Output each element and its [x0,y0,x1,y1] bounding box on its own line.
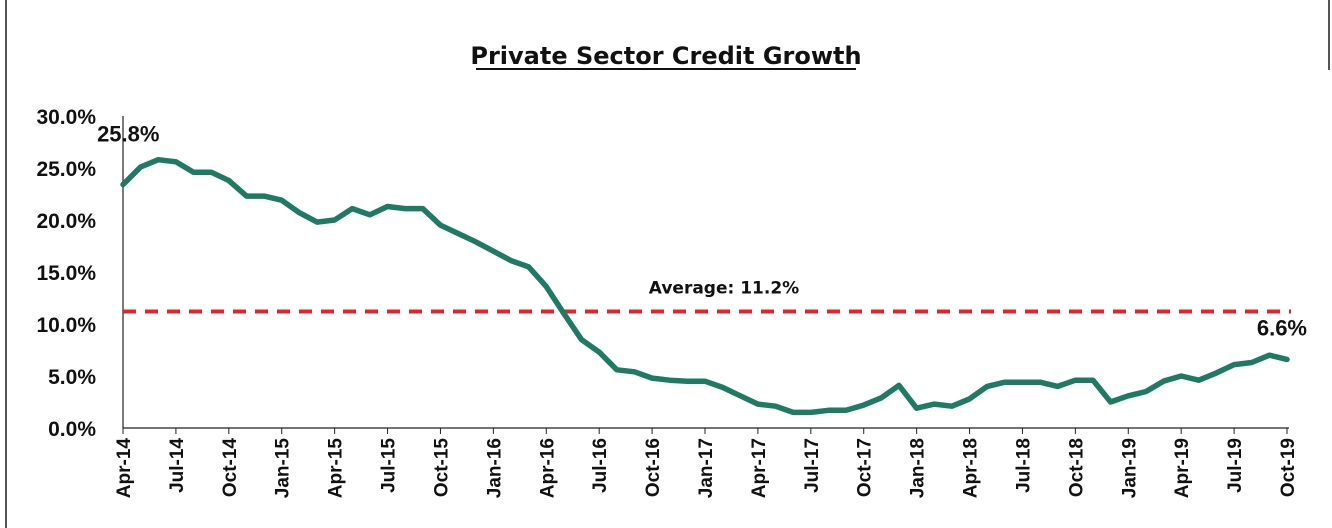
y-tick-label: 5.0% [48,366,96,389]
x-tick-label: Jul-18 [1013,438,1034,493]
frame-left-border [5,0,7,528]
x-tick-label: Oct-19 [1278,438,1299,497]
chart-title: Private Sector Credit Growth [470,42,861,70]
x-tick-label: Oct-14 [220,438,241,498]
x-tick-label: Jul-15 [379,438,400,493]
x-tick-label: Apr-16 [537,438,558,498]
series-line [120,156,1290,416]
average-line-group: Average: 11.2% [123,279,1291,314]
x-tick-label: Apr-17 [749,438,770,498]
x-tick-label: Apr-18 [961,438,982,498]
x-tick-label: Jul-19 [1225,438,1246,493]
y-tick-label: 25.0% [36,158,96,181]
x-tick-label: Jan-19 [1119,438,1140,498]
y-tick-label: 20.0% [36,210,96,233]
x-tick-label: Jan-16 [484,438,505,498]
x-tick-label: Oct-16 [643,438,664,497]
data-label: 6.6% [1257,315,1307,340]
x-tick-label: Jul-17 [802,438,823,493]
y-tick-label: 30.0% [36,106,96,129]
x-tick-label: Jan-18 [908,438,929,498]
x-tick-label: Apr-14 [114,438,135,499]
average-label: Average: 11.2% [649,279,799,299]
y-tick-label: 15.0% [36,262,96,285]
x-tick-label: Jul-14 [167,438,188,493]
frame-right-border [1328,0,1330,70]
x-tick-label: Jan-15 [273,438,294,499]
x-tick-label: Oct-15 [431,438,452,498]
y-tick-label: 0.0% [48,418,96,441]
y-axis-tick-labels: 0.0% 5.0% 10.0% 15.0% 20.0% 25.0% 30.0% [36,106,96,441]
x-tick-label: Oct-18 [1066,438,1087,497]
x-tick-label: Oct-17 [855,438,876,497]
y-tick-label: 10.0% [36,314,96,337]
chart-axes [122,116,1289,434]
data-labels: 25.8% 6.6% [97,122,1307,341]
data-label: 25.8% [97,122,159,147]
x-axis-tick-labels: Apr-14 Jul-14 Oct-14 Jan-15 Apr-15 Jul-15 Oct-… [114,438,1299,499]
x-tick-label: Apr-15 [326,438,347,499]
x-tick-label: Jan-17 [696,438,717,498]
series-group [120,156,1290,416]
x-tick-label: Apr-19 [1172,438,1193,498]
x-tick-label: Jul-16 [590,438,611,493]
